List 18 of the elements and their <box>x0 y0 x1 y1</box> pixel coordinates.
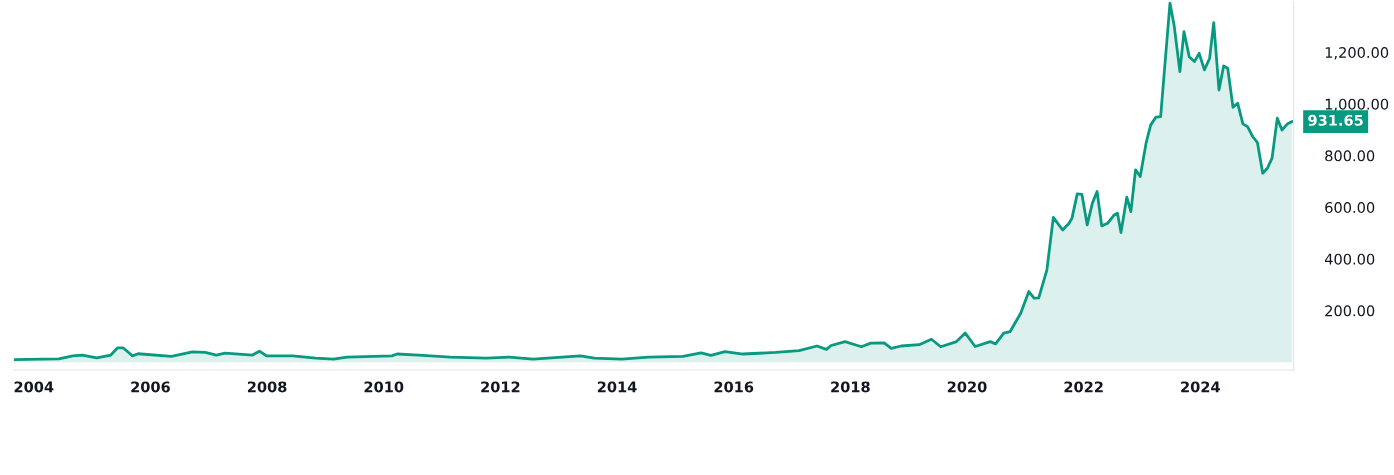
y-tick-label: 800.00 <box>1325 150 1375 162</box>
x-tick-label: 2024 <box>1181 381 1220 393</box>
x-tick-label: 2008 <box>247 381 287 393</box>
x-tick-label: 2004 <box>14 381 54 393</box>
x-tick-label: 2010 <box>364 381 404 393</box>
x-tick-label: 2014 <box>597 381 637 393</box>
x-tick-label: 2016 <box>714 381 754 393</box>
x-tick-label: 2018 <box>831 381 870 393</box>
y-tick-label: 200.00 <box>1325 305 1375 317</box>
y-tick-label: 400.00 <box>1324 253 1375 265</box>
y-tick-label: 1,200.00 <box>1325 46 1389 60</box>
y-tick-label: 600.00 <box>1325 201 1375 214</box>
x-tick-label: 2006 <box>131 381 170 393</box>
text: 931.65 <box>1308 114 1363 126</box>
y-tick-label: 1,000.00 <box>1325 98 1389 112</box>
x-tick-label: 2022 <box>1064 381 1103 393</box>
x-tick-label: 2020 <box>947 381 987 393</box>
x-tick-label: 2012 <box>481 381 520 393</box>
